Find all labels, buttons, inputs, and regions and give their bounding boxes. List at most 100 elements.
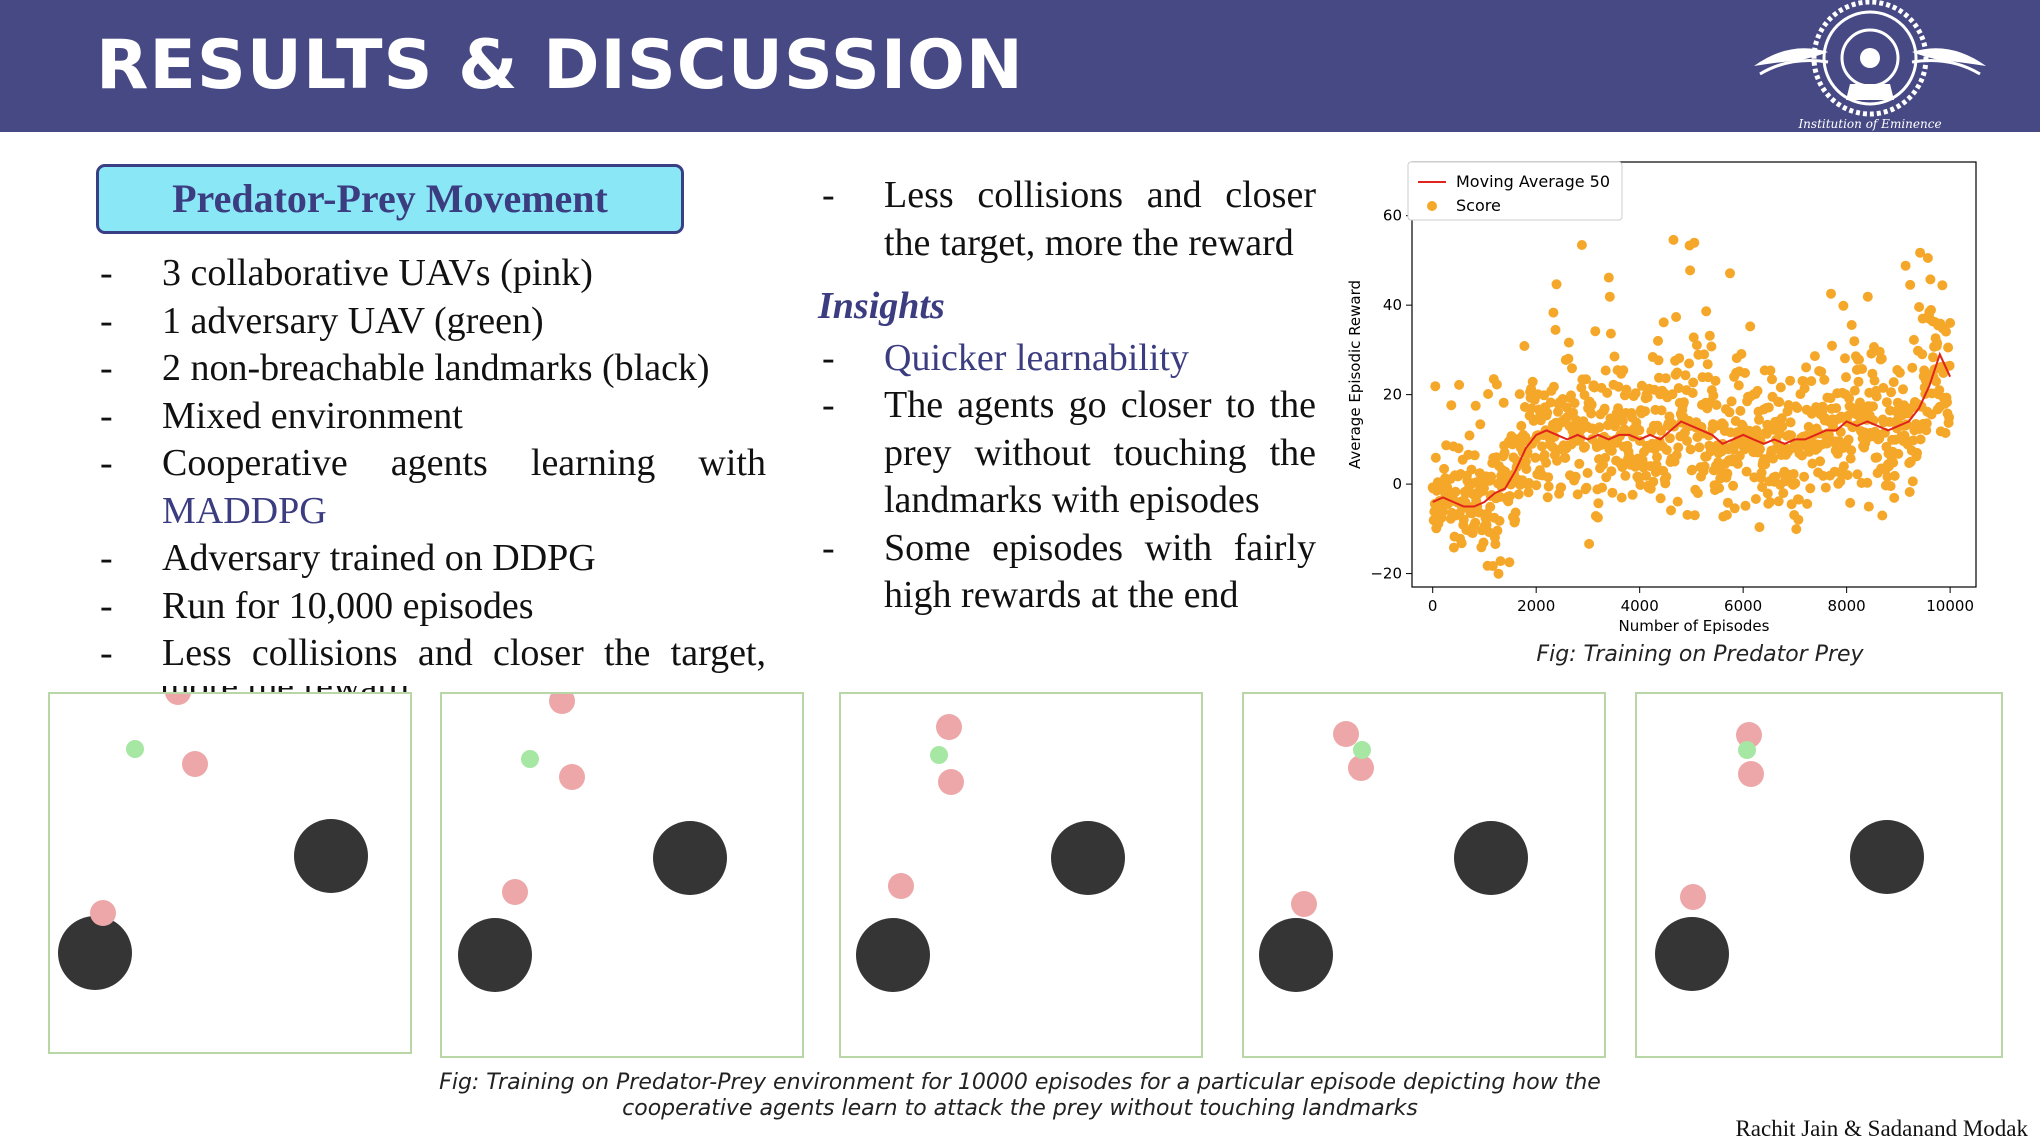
less-collisions-text: Less collisions and closer the target, (162, 632, 766, 674)
score-point (1530, 452, 1541, 463)
score-point (1931, 376, 1942, 387)
score-point (1843, 410, 1854, 421)
score-point (1908, 334, 1919, 345)
score-point (1736, 349, 1747, 359)
score-point (1590, 326, 1601, 337)
bullet-adversary-ddpg: Adversary trained on DDPG (96, 535, 766, 583)
score-point (1605, 328, 1616, 339)
score-point (1673, 442, 1684, 453)
score-point (1543, 472, 1554, 483)
score-point (1557, 394, 1568, 404)
insight-agents-closer: The agents go closer to the prey without… (818, 382, 1316, 525)
landmark (58, 916, 132, 990)
score-point (1888, 457, 1899, 468)
legend-dot-swatch (1427, 201, 1437, 211)
score-point (1594, 422, 1605, 433)
score-point (1513, 489, 1524, 500)
score-point (1838, 300, 1849, 311)
score-point (1547, 441, 1558, 452)
score-point (1926, 305, 1936, 315)
score-point (1689, 237, 1700, 248)
score-point (1699, 461, 1710, 472)
score-point (1438, 506, 1449, 517)
score-point (1560, 452, 1571, 463)
score-point (1792, 403, 1803, 413)
score-point (1592, 512, 1603, 523)
score-point (1514, 389, 1525, 400)
training-reward-chart: 0 2000 4000 6000 8000 10000 −20 0 20 40 60 Number … (1346, 161, 1977, 635)
score-point (1617, 462, 1628, 473)
score-point (1862, 291, 1873, 302)
landmark (294, 819, 368, 893)
score-point (1487, 561, 1498, 571)
score-point (1763, 402, 1774, 413)
x-tick-label: 2000 (1517, 597, 1555, 615)
landmark (458, 918, 532, 992)
cooperative-agents-text: Cooperative agents learning with (162, 442, 766, 484)
score-point (1809, 351, 1820, 362)
score-point (1661, 445, 1672, 455)
score-point (1770, 471, 1781, 482)
insights-column: Less collisions and closer the target, m… (818, 172, 1316, 620)
score-point (1872, 452, 1883, 463)
score-point (1582, 468, 1593, 478)
score-point (1671, 312, 1682, 322)
score-point (1894, 367, 1905, 378)
insights-list: Quicker learnability The agents go close… (818, 335, 1316, 620)
score-point (1543, 481, 1554, 492)
score-point (1721, 510, 1732, 520)
adversary-agent (126, 740, 144, 758)
insight-quicker-learnability: Quicker learnability (818, 335, 1316, 383)
score-point (1917, 349, 1928, 360)
score-point (1467, 508, 1478, 519)
score-point (1728, 480, 1739, 491)
score-point (1499, 447, 1510, 458)
score-point (1694, 442, 1705, 453)
score-point (1673, 383, 1684, 394)
score-point (1788, 469, 1799, 479)
score-point (1464, 430, 1475, 441)
legend-score: Score (1456, 196, 1501, 215)
score-point (1905, 279, 1916, 290)
score-point (1799, 383, 1810, 394)
score-point (1680, 370, 1691, 381)
score-point (1881, 397, 1892, 408)
bullet-episodes: Run for 10,000 episodes (96, 583, 766, 631)
score-point (1661, 471, 1672, 482)
score-point (1442, 482, 1453, 493)
cooperative-agent (559, 764, 585, 790)
cooperative-agent (502, 879, 528, 905)
x-tick-label: 8000 (1828, 597, 1866, 615)
cooperative-agent (888, 873, 914, 899)
score-point (1682, 435, 1692, 446)
landmark (1454, 821, 1528, 895)
score-point (1510, 507, 1521, 518)
score-point (1868, 401, 1878, 412)
score-point (1791, 524, 1802, 535)
score-point (1581, 374, 1591, 385)
score-point (1855, 397, 1865, 408)
score-point (1556, 482, 1567, 493)
adversary-agent (521, 750, 539, 768)
score-point (1526, 403, 1537, 414)
panel-2-canvas (458, 694, 727, 992)
score-point (1745, 321, 1756, 332)
score-point (1439, 463, 1450, 474)
institution-logo: Institution of Eminence (1754, 0, 1986, 131)
score-point (1752, 385, 1763, 396)
score-point (1790, 478, 1801, 489)
score-point (1688, 332, 1699, 343)
score-point (1778, 488, 1789, 499)
score-point (1664, 433, 1675, 444)
bullet-collaborative-uavs: 3 collaborative UAVs (pink) (96, 250, 766, 298)
score-point (1765, 365, 1776, 376)
score-point (1470, 517, 1481, 528)
score-point (1630, 461, 1641, 472)
score-point (1634, 425, 1645, 436)
score-point (1714, 483, 1725, 494)
score-point (1541, 457, 1552, 468)
score-point (1846, 445, 1857, 456)
score-point (1584, 538, 1595, 549)
score-point (1852, 469, 1863, 480)
score-point (1640, 406, 1651, 417)
